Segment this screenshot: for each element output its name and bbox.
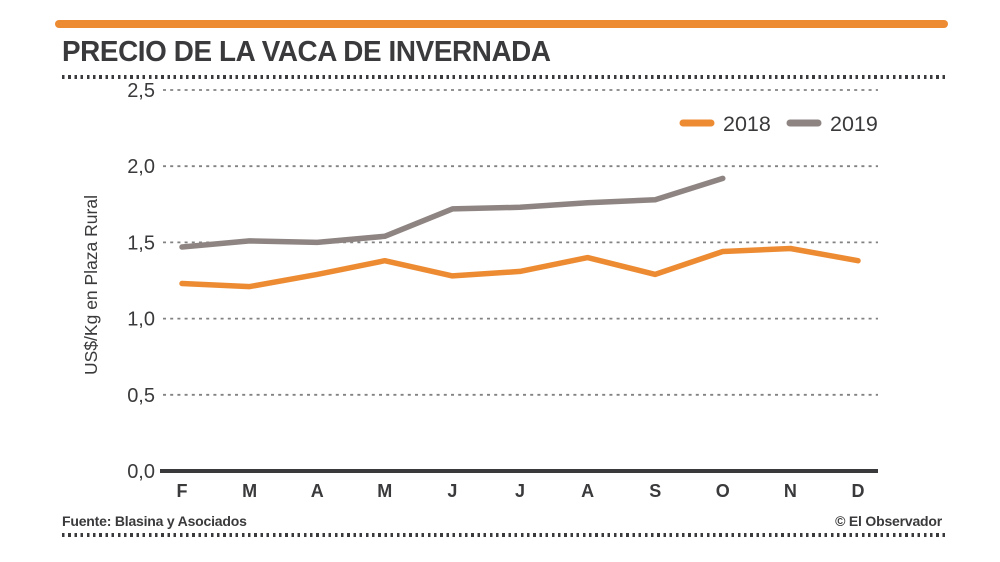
y-tick-label: 1,0 [127, 309, 155, 331]
x-tick-label: J [515, 481, 525, 501]
y-tick-label: 0,0 [127, 461, 155, 483]
x-tick-label: O [716, 481, 730, 501]
y-tick-label: 2,0 [127, 156, 155, 178]
x-tick-label: F [177, 481, 188, 501]
x-tick-label: A [581, 481, 594, 501]
series-line-2019 [179, 175, 726, 250]
x-tick-label: J [447, 481, 457, 501]
accent-bar [55, 20, 948, 28]
footer-divider [62, 533, 948, 537]
y-axis-title: US$/Kg en Plaza Rural [81, 195, 101, 375]
x-tick-label: N [784, 481, 797, 501]
x-tick-label: M [377, 481, 392, 501]
credit-caption: © El Observador [835, 513, 942, 529]
page-title: PRECIO DE LA VACA DE INVERNADA [62, 36, 551, 68]
y-tick-label: 1,5 [127, 232, 155, 254]
series-line-2018 [179, 245, 861, 290]
y-tick-label: 0,5 [127, 385, 155, 407]
y-tick-label: 2,5 [127, 80, 155, 102]
x-tick-label: S [649, 481, 661, 501]
title-divider [62, 75, 948, 79]
x-tick-label: D [852, 481, 865, 501]
source-caption: Fuente: Blasina y Asociados [62, 513, 247, 529]
legend-label-2019: 2019 [830, 112, 878, 136]
x-tick-label: A [311, 481, 324, 501]
x-tick-label: M [242, 481, 257, 501]
legend-label-2018: 2018 [723, 112, 771, 136]
